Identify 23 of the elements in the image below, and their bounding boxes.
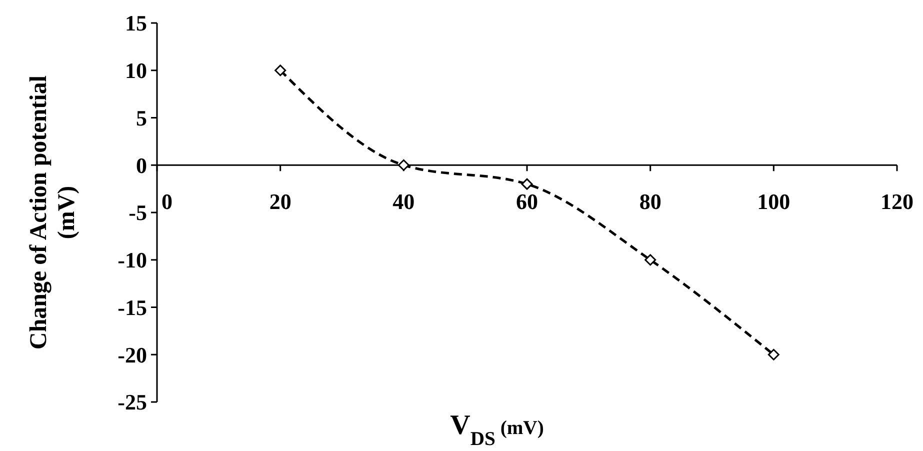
point xyxy=(644,254,656,266)
y-tick-label: 10 xyxy=(125,58,147,84)
y-tick-label: -5 xyxy=(128,200,147,226)
x-tick-label: 80 xyxy=(639,189,662,214)
point xyxy=(768,348,780,360)
y-tick-label: -10 xyxy=(118,248,147,273)
y-axis-title: Change of Action potential (mV) xyxy=(26,75,80,350)
x-axis-title: V$_{DS}$ (mV) xyxy=(450,410,544,450)
point xyxy=(274,64,286,76)
y-tick-label: 0 xyxy=(136,152,147,178)
y-tick-label: 5 xyxy=(136,105,147,130)
x-tick-label: 60 xyxy=(516,189,538,214)
y-tick-label: 15 xyxy=(125,10,147,36)
x-tick-label: 120 xyxy=(880,189,914,214)
x-tick-label: 20 xyxy=(269,189,292,214)
point xyxy=(521,178,533,190)
point xyxy=(398,159,410,171)
y-tick-label: -20 xyxy=(118,342,147,368)
x-tick-label: 0 xyxy=(162,189,172,214)
y-tick-label: -15 xyxy=(118,294,147,320)
y-tick-label: -25 xyxy=(118,390,147,415)
x-tick-label: 40 xyxy=(392,189,415,214)
x-tick-label: 100 xyxy=(757,189,790,214)
